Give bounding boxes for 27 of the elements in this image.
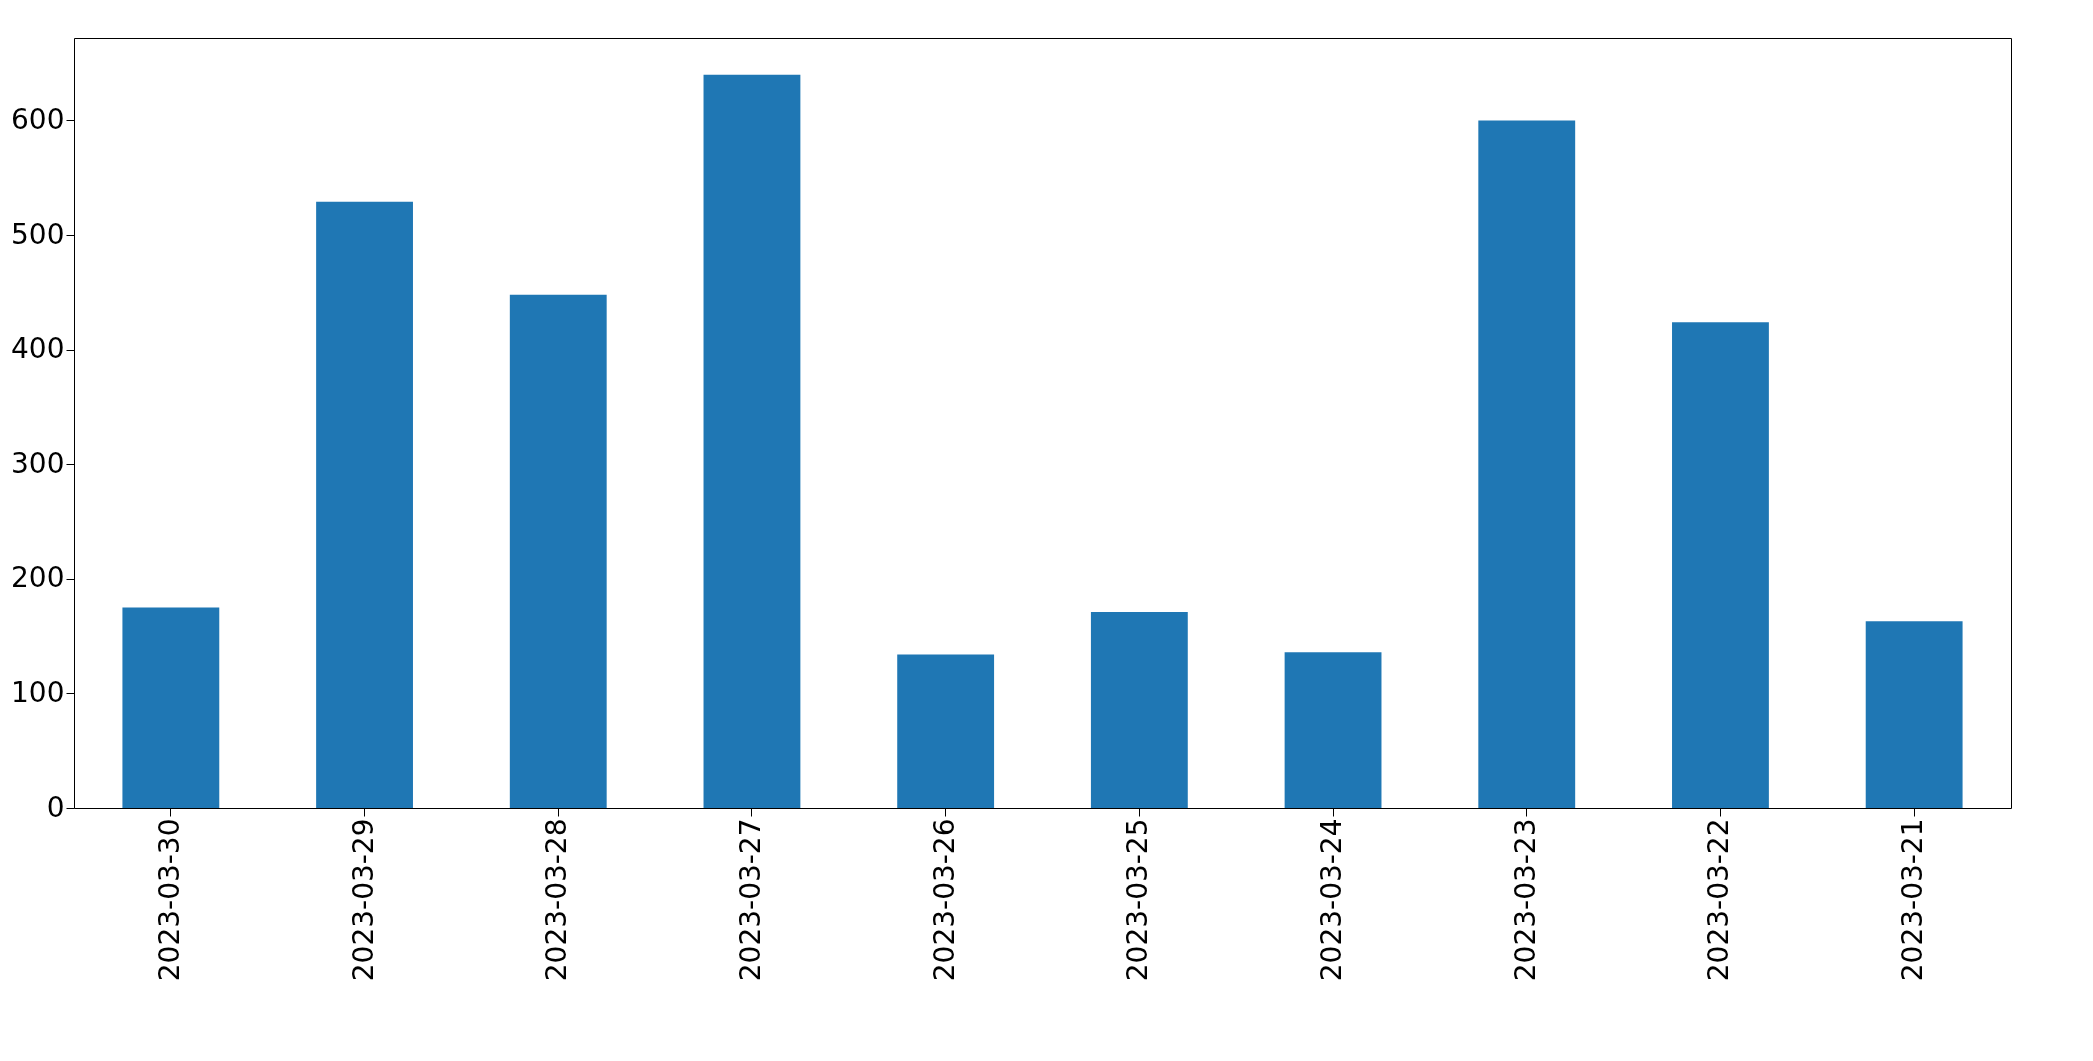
y-tick-label: 400 bbox=[11, 332, 65, 366]
x-tick-label: 2023-03-30 bbox=[152, 818, 186, 982]
y-tick-label: 100 bbox=[11, 675, 65, 709]
bar bbox=[1865, 621, 1963, 808]
x-tick-label: 2023-03-24 bbox=[1315, 818, 1349, 982]
y-tick-label: 0 bbox=[46, 790, 65, 824]
x-tick-label: 2023-03-27 bbox=[733, 818, 767, 982]
x-tick-label: 2023-03-29 bbox=[346, 818, 380, 982]
bar bbox=[897, 654, 995, 808]
bar bbox=[1284, 652, 1382, 808]
y-tick-label: 200 bbox=[11, 561, 65, 595]
bar bbox=[316, 201, 413, 808]
x-tick-label: 2023-03-21 bbox=[1896, 818, 1930, 982]
bar bbox=[1478, 120, 1576, 808]
bar bbox=[122, 607, 220, 808]
x-tick-label: 2023-03-22 bbox=[1702, 818, 1736, 982]
x-tick-label: 2023-03-23 bbox=[1508, 818, 1542, 982]
bar bbox=[1672, 322, 1769, 808]
y-tick-label: 600 bbox=[11, 103, 65, 136]
y-tick-label: 500 bbox=[11, 217, 65, 251]
x-tick-label: 2023-03-26 bbox=[927, 818, 961, 982]
x-tick-label: 2023-03-25 bbox=[1121, 818, 1155, 982]
bar bbox=[703, 74, 801, 808]
bar bbox=[509, 294, 607, 808]
y-tick-label: 300 bbox=[11, 446, 65, 480]
bar bbox=[1090, 612, 1188, 808]
x-tick-label: 2023-03-28 bbox=[540, 818, 574, 982]
